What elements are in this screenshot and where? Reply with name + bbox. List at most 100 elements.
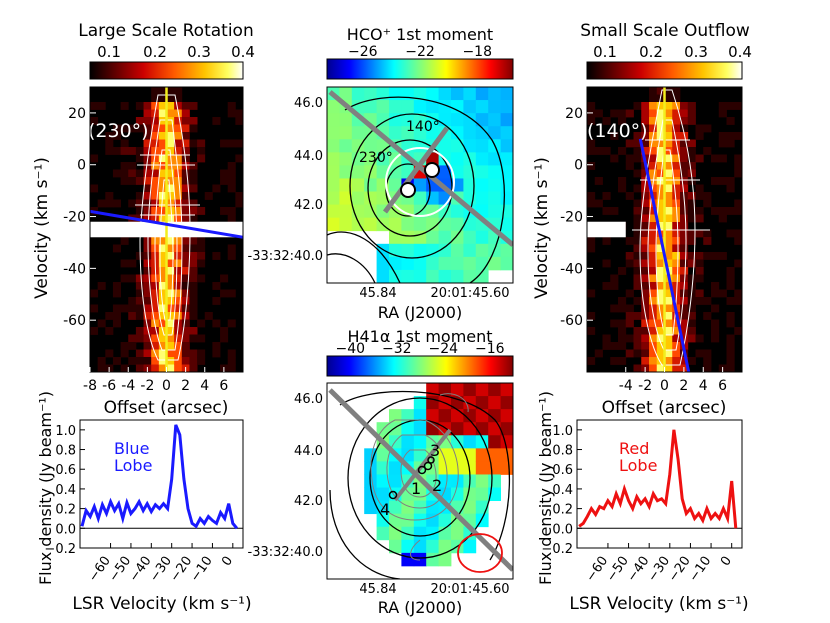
- pvL-heat-cell: [189, 259, 198, 268]
- map-h41-pixel: [426, 513, 439, 528]
- pvL-heat-cell: [227, 289, 236, 298]
- pvL-heat-cell: [143, 259, 152, 268]
- map-hco-pixel: [376, 269, 390, 283]
- pvL-heat-cell: [197, 259, 206, 268]
- pvR-heat-cell: [633, 349, 642, 358]
- pvR-heat-cell: [649, 87, 658, 95]
- pvR-heat-cell: [664, 289, 673, 298]
- pvL-heat-cell: [174, 289, 183, 298]
- pvR-heat-cell: [672, 327, 681, 335]
- pvL-heat-cell: [189, 334, 198, 343]
- pvR-heat-cell: [649, 282, 658, 290]
- pvL-heat-cell: [181, 342, 190, 350]
- map-hco-pixel: [426, 191, 439, 205]
- pvL-heat-cell: [97, 357, 106, 365]
- pv-right-cb-tick: 0.2: [639, 43, 663, 61]
- map-hco-contour: [344, 96, 505, 283]
- specB-xtick-label: −30: [147, 554, 175, 585]
- pvL-heat-cell: [166, 132, 175, 140]
- map-h41-pixel: [426, 552, 439, 567]
- pvR-heat-cell: [633, 364, 642, 372]
- pvL-heat-cell: [189, 102, 198, 110]
- pvR-heat-cell: [664, 192, 673, 200]
- pv-left-cb-tick: 0.1: [97, 43, 121, 61]
- map-h41-ytick: 44.0: [294, 444, 323, 459]
- pvL-heat-cell: [227, 214, 236, 223]
- pvR-heat-cell: [618, 117, 627, 125]
- pvR-heat-cell: [718, 132, 727, 140]
- pvR-heat-cell: [734, 229, 742, 238]
- pvR-heat-cell: [718, 139, 727, 148]
- pvR-heat-cell: [680, 154, 689, 163]
- pvR-heat-cell: [641, 349, 650, 358]
- pvR-heat-cell: [594, 199, 603, 208]
- pvR-heat-cell: [656, 147, 665, 155]
- pv-left-contour: [139, 94, 191, 361]
- pvR-heat-cell: [587, 357, 596, 365]
- pvL-heat-cell: [120, 162, 129, 170]
- pvR-heat-cell: [664, 177, 673, 185]
- pvR-ytick-label: -20: [560, 210, 583, 226]
- map-hco-pixel: [451, 100, 464, 114]
- map-hco-pixel: [500, 113, 513, 127]
- map-hco-pixel: [327, 139, 340, 153]
- map-hco-pixel: [389, 165, 402, 179]
- map-h41-pixel: [438, 461, 452, 475]
- map-h41-pixel: [389, 461, 402, 475]
- specR-xtick-label: −40: [624, 554, 652, 585]
- map-h41-source-labels: 1 2 3 4: [380, 441, 442, 519]
- pvL-heat-cell: [151, 177, 160, 185]
- pvR-heat-cell: [610, 342, 619, 350]
- pvR-heat-cell: [641, 192, 650, 200]
- map-hco-contour: [327, 253, 376, 283]
- map-hco-pixel: [451, 87, 464, 101]
- pvR-heat-cell: [656, 109, 665, 118]
- pvR-heat-cell: [680, 147, 689, 155]
- pvL-heat-cell: [227, 139, 236, 148]
- map-h41-pixel: [463, 487, 477, 501]
- map-hco-pixel: [413, 87, 427, 101]
- pvL-heat-cell: [181, 349, 190, 358]
- pvL-heat-cell: [158, 252, 167, 260]
- pvR-heat-cell: [711, 207, 720, 215]
- pvL-heat-cell: [166, 327, 175, 335]
- pvR-heat-cell: [625, 154, 634, 163]
- pvR-xtick-label: 0: [660, 378, 669, 394]
- pvR-heat-cell: [641, 199, 650, 208]
- pvL-heat-cell: [135, 289, 144, 298]
- pvR-heat-cell: [718, 252, 727, 260]
- pvL-heat-cell: [166, 169, 175, 178]
- pvR-heat-cell: [649, 94, 658, 103]
- pvL-heat-cell: [166, 244, 175, 253]
- pvL-ytick-label: -40: [63, 261, 86, 277]
- pvR-heat-cell: [641, 147, 650, 155]
- pvL-heat-cell: [181, 334, 190, 343]
- pvR-heat-cell: [656, 162, 665, 170]
- pvL-heat-cell: [212, 252, 221, 260]
- pvL-heat-cell: [212, 342, 221, 350]
- pvR-heat-cell: [594, 349, 603, 358]
- map-hco-pixel: [339, 191, 353, 205]
- pvR-heat-cell: [633, 222, 642, 230]
- pvR-heat-cell: [594, 109, 603, 118]
- pvL-heat-cell: [158, 162, 167, 170]
- pvR-heat-cell: [618, 342, 627, 350]
- map-h41-pixel: [413, 539, 427, 554]
- pvR-heat-cell: [726, 342, 735, 350]
- pvR-heat-cell: [633, 297, 642, 305]
- map-h41-overlays: [328, 388, 513, 573]
- pvL-heat-cell: [166, 184, 175, 193]
- map-hco-cb-tick: −18: [462, 44, 492, 60]
- pvL-heat-cell: [151, 139, 160, 148]
- pvL-heat-cell: [181, 102, 190, 110]
- map-hco-pixel: [364, 191, 377, 205]
- map-hco-yticks: 46.0 44.0 42.0 -33:32:40.0: [248, 96, 323, 264]
- pvL-ytick-label: -60: [63, 313, 86, 329]
- pvL-heat-cell: [174, 312, 183, 320]
- map-hco-pixel: [339, 217, 353, 232]
- map-h41-pixel: [463, 409, 477, 423]
- map-hco-pixel: [413, 113, 427, 127]
- pvL-heat-cell: [227, 169, 236, 178]
- pvL-heat-cell: [174, 364, 183, 372]
- map-hco-pixel: [500, 87, 513, 101]
